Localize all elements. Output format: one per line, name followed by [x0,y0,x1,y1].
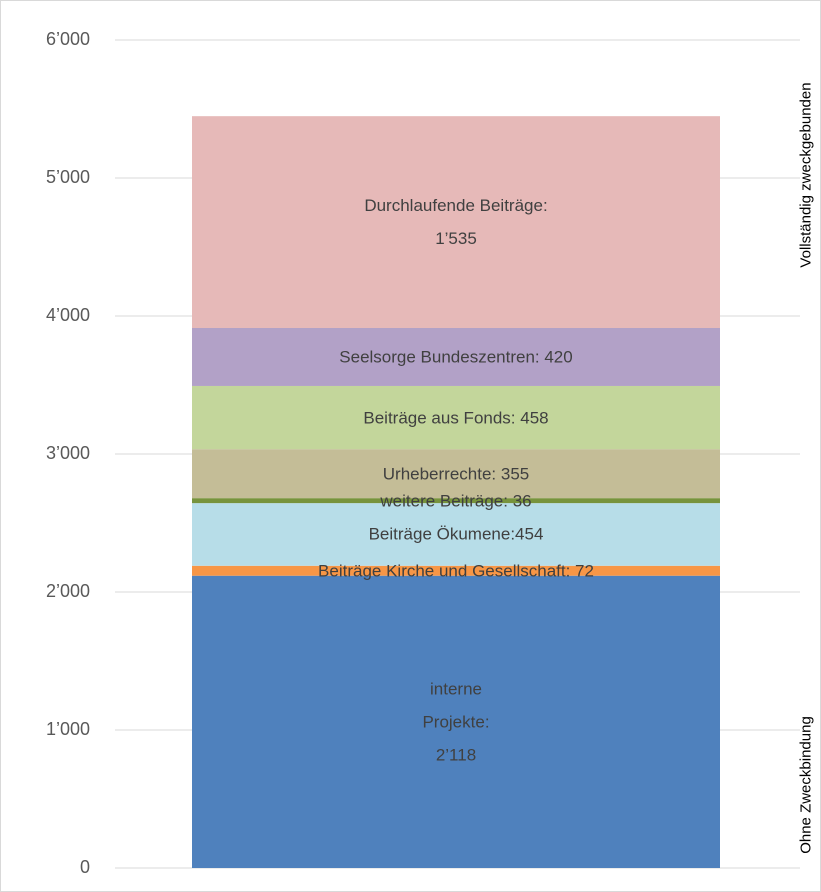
y-tick-label: 6’000 [46,29,90,49]
y-tick-label: 3’000 [46,443,90,463]
data-label: interne Projekte: 2’118 [422,679,490,765]
y-tick-label: 5’000 [46,167,90,187]
annotation: Vollständig zweckgebunden [797,82,815,268]
bar-segment [192,449,720,499]
annotation: Ohne Zweckbindung [797,716,815,854]
y-tick-label: 4’000 [46,305,90,325]
y-tick-label: 0 [80,857,90,877]
bar-segment [192,385,720,450]
data-label: Seelsorge Bundeszentren: 420 [339,347,573,367]
y-tick-label: 1’000 [46,719,90,739]
data-label: Beiträge Kirche und Gesellschaft: 72 [318,561,594,581]
data-label: Urheberrechte: 355 [382,464,530,484]
bar-segment [192,575,720,868]
data-label: Durchlaufende Beiträge: 1’535 [364,196,548,249]
bar-segment [192,565,720,576]
data-label: Beiträge Ökumene:454 [368,524,544,544]
data-label: Beiträge aus Fonds: 458 [363,408,549,428]
data-label: weitere Beiträge: 36 [380,491,532,511]
bar-segment [192,328,720,386]
bar-segment [192,498,720,504]
y-tick-label: 2’000 [46,581,90,601]
bar-segment [192,503,720,566]
bar-segment [192,116,720,329]
